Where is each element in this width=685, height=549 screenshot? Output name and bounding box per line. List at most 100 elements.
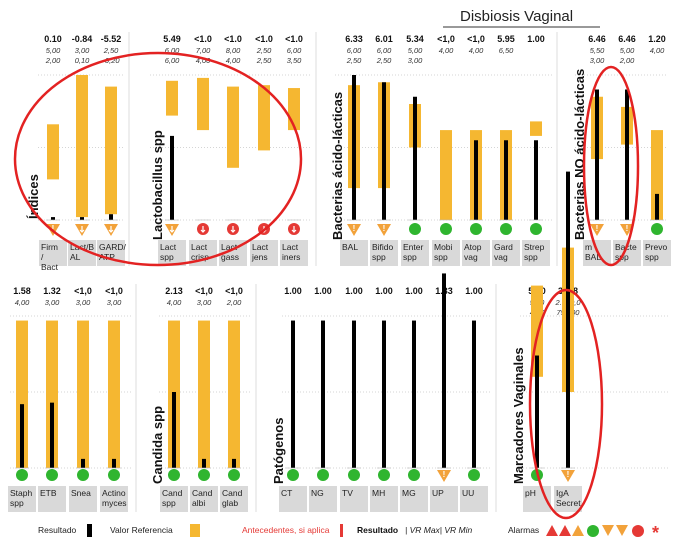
label-box xyxy=(643,240,671,266)
annotation-ring xyxy=(13,51,303,267)
ref-max-value: 2,50 xyxy=(256,46,272,55)
category-label: Cand xyxy=(222,488,243,498)
label-box xyxy=(462,240,490,266)
label-box xyxy=(100,486,128,512)
ref-min-value: 4,00 xyxy=(226,56,241,65)
result-value: 1.00 xyxy=(527,34,545,44)
category-label: Cand xyxy=(192,488,213,498)
result-value: <1,0 xyxy=(105,286,123,296)
label-box xyxy=(250,240,278,266)
warning-mark-icon: ! xyxy=(383,224,386,233)
category-label: Lact xyxy=(160,242,177,252)
label-box xyxy=(401,240,429,266)
down-arrow-icon xyxy=(108,226,114,233)
ok-indicator-icon xyxy=(500,223,512,235)
annotation-ring xyxy=(582,65,640,267)
category-label: Lact xyxy=(282,242,299,252)
section-label: Patógenos xyxy=(271,418,286,484)
category-label: Bifido xyxy=(372,242,394,252)
reference-range-bar xyxy=(108,320,120,468)
result-bar xyxy=(80,217,84,220)
category-label: spp xyxy=(162,498,176,508)
category-label: ETB xyxy=(40,488,57,498)
ref-max-value: 2,50 xyxy=(103,46,119,55)
result-value: 6.46 xyxy=(618,34,636,44)
label-box xyxy=(309,486,337,512)
ref-max-value: 5,50 xyxy=(590,46,605,55)
category-label: Staph xyxy=(10,488,32,498)
reference-range-bar xyxy=(76,75,88,218)
category-label: spp xyxy=(160,252,174,262)
reference-range-bar xyxy=(47,124,59,180)
annotation-ring xyxy=(528,288,604,520)
category-label: MG xyxy=(402,488,416,498)
category-label: Lact xyxy=(191,242,208,252)
section-label: Marcadores Vaginales xyxy=(511,347,526,484)
ref-max-value: 3,00 xyxy=(75,46,90,55)
ok-indicator-icon xyxy=(440,223,452,235)
warning-triangle-icon xyxy=(561,470,575,482)
result-value: 1.00 xyxy=(405,286,423,296)
ref-max-value: 8,00 xyxy=(226,46,241,55)
result-value: 5.49 xyxy=(163,34,181,44)
result-value: 1.20 xyxy=(648,34,666,44)
category-label: iners xyxy=(282,252,300,262)
category-label: gass xyxy=(221,252,239,262)
ref-max-value: 5,00 xyxy=(408,46,423,55)
legend-reference-label: Valor Referencia xyxy=(110,525,173,535)
ref-min-value: 6,00 xyxy=(165,56,180,65)
result-bar xyxy=(50,402,54,468)
category-label: spp xyxy=(645,252,659,262)
label-box xyxy=(69,486,97,512)
reference-range-bar xyxy=(77,320,89,468)
label-box xyxy=(430,486,458,512)
result-value: <1,0 xyxy=(467,34,485,44)
result-bar xyxy=(232,458,236,468)
ok-indicator-icon xyxy=(409,223,421,235)
ok-indicator-icon xyxy=(468,469,480,481)
legend-alarms-label: Alarmas xyxy=(508,525,539,535)
down-arrow-icon xyxy=(79,226,85,233)
ok-indicator-icon xyxy=(348,469,360,481)
result-bar xyxy=(472,320,476,468)
ok-indicator-icon xyxy=(77,469,89,481)
label-box xyxy=(279,486,307,512)
category-label: vag xyxy=(494,252,508,262)
label-box xyxy=(432,240,460,266)
category-label: Firm xyxy=(41,242,58,252)
label-box xyxy=(554,486,582,512)
result-bar xyxy=(112,458,116,468)
legend-antecedents-label: Antecedentes, si aplica xyxy=(242,525,330,535)
result-bar xyxy=(442,273,446,468)
category-label: Lact xyxy=(252,242,269,252)
ref-max-value: 6,00 xyxy=(377,46,392,55)
legend-orange-down-triangle-icon xyxy=(602,525,614,536)
down-arrow-icon xyxy=(291,226,297,233)
result-bar xyxy=(202,458,206,468)
category-label: Mobi xyxy=(434,242,453,252)
down-arrow-icon xyxy=(230,226,236,233)
category-label: spp xyxy=(10,498,24,508)
legend-orange-triangle-icon xyxy=(572,525,584,536)
reference-range-bar xyxy=(440,130,452,220)
ref-max-value: 4,00 xyxy=(167,298,182,307)
warning-triangle-icon xyxy=(620,224,634,236)
ok-indicator-icon xyxy=(287,469,299,481)
warning-mark-icon: ! xyxy=(567,470,570,479)
ok-indicator-icon xyxy=(408,469,420,481)
reference-range-bar xyxy=(166,80,178,116)
category-label: Bact xyxy=(41,262,59,272)
label-box xyxy=(160,486,188,512)
legend-asterisk: * xyxy=(652,523,659,543)
ref-max-value: 6,50 xyxy=(499,46,514,55)
legend-antecedents-swatch xyxy=(340,524,343,537)
category-label: BAL xyxy=(585,252,601,262)
category-label: spp xyxy=(372,252,386,262)
label-box xyxy=(370,240,398,266)
result-bar xyxy=(81,458,85,468)
section-label: Bacterias ácido-lácticas xyxy=(330,92,345,240)
reference-range-bar xyxy=(105,86,117,215)
reference-range-bar xyxy=(198,320,210,468)
section-label: Lactobacillus spp xyxy=(150,130,165,240)
category-label: vag xyxy=(464,252,478,262)
